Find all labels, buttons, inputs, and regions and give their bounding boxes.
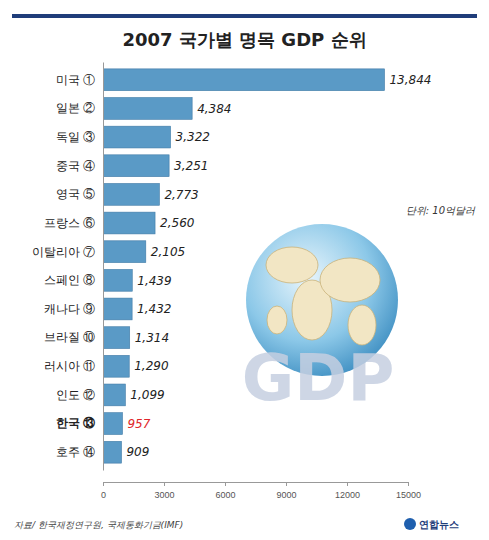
bars	[103, 69, 384, 463]
chart: 2007 국가별 명목 GDP 순위 GDP 단위: 10억달러 미국 ① 일본 ② 독일…	[0, 0, 489, 540]
data-label: 909	[126, 445, 149, 459]
bar	[103, 413, 122, 435]
credit: 연합뉴스	[419, 519, 459, 530]
category-label: 스페인 ⑧	[44, 273, 95, 287]
value-tick-mark	[286, 482, 287, 486]
title: 2007 국가별 명목 GDP 순위	[122, 29, 366, 50]
globe-land	[267, 306, 287, 334]
category-tick: 프랑스 ⑥	[44, 216, 103, 230]
data-label: 2,560	[160, 216, 195, 230]
category-tick: 독일 ③	[56, 130, 103, 144]
bar	[103, 69, 384, 91]
bar	[103, 298, 132, 320]
category-axis: 미국 ① 일본 ② 독일 ③ 중국 ④ 영국 ⑤ 프랑스 ⑥ 이탈리아 ⑦ 스페인 ⑧ 캐나다 …	[32, 63, 104, 471]
data-label: 2,773	[164, 188, 198, 202]
category-label: 일본 ②	[56, 101, 95, 115]
value-tick-mark	[164, 482, 165, 486]
value-tick: 15000	[396, 482, 421, 500]
category-label: 프랑스 ⑥	[44, 216, 95, 230]
value-tick: 12000	[335, 482, 360, 500]
value-tick-mark	[103, 482, 104, 486]
data-label: 1,432	[137, 302, 171, 316]
value-tick: 9000	[276, 482, 296, 500]
category-label: 한국 ⑬	[56, 416, 95, 430]
value-tick-mark	[347, 482, 348, 486]
bar	[103, 155, 169, 177]
category-tick: 중국 ④	[56, 159, 103, 173]
value-tick-mark	[225, 482, 226, 486]
data-label: 4,384	[197, 102, 231, 116]
bar	[103, 241, 146, 263]
data-label: 1,290	[134, 359, 169, 373]
bar	[103, 98, 192, 120]
category-label: 호주 ⑭	[56, 445, 95, 459]
value-tick-label: 12000	[335, 490, 360, 500]
bar	[103, 183, 159, 205]
bar	[103, 212, 155, 234]
top-rule	[12, 14, 477, 18]
category-label: 미국 ①	[56, 73, 95, 87]
source: 자료/ 한국재정연구원, 국제통화기금(IMF)	[14, 520, 183, 530]
bar	[103, 384, 125, 406]
data-label: 1,314	[135, 331, 169, 345]
bar	[103, 441, 121, 463]
bar	[103, 126, 171, 148]
category-tick: 호주 ⑭	[56, 445, 103, 459]
category-tick: 인도 ⑫	[56, 388, 103, 402]
bar	[103, 355, 129, 377]
watermark: GDP	[242, 341, 395, 415]
value-tick-label: 3000	[154, 490, 174, 500]
value-tick-label: 15000	[396, 490, 421, 500]
category-tick: 영국 ⑤	[56, 187, 103, 201]
unit-note: 단위: 10억달러	[406, 205, 476, 216]
value-tick-label: 9000	[276, 490, 296, 500]
category-tick: 캐나다 ⑨	[44, 302, 103, 316]
category-label: 영국 ⑤	[56, 187, 95, 201]
data-label: 2,105	[151, 245, 185, 259]
category-label: 캐나다 ⑨	[44, 302, 95, 316]
category-tick: 러시아 ⑪	[44, 359, 103, 373]
value-tick-label: 0	[101, 490, 106, 500]
category-axis-line	[103, 63, 104, 471]
bar	[103, 269, 132, 291]
value-tick: 0	[101, 482, 106, 500]
category-label: 이탈리아 ⑦	[32, 245, 95, 259]
category-tick: 미국 ①	[56, 73, 103, 87]
credit-logo	[404, 518, 416, 530]
data-label: 3,251	[174, 159, 208, 173]
category-label: 인도 ⑫	[56, 388, 95, 402]
category-tick: 이탈리아 ⑦	[32, 245, 103, 259]
data-label: 1,099	[130, 388, 164, 402]
globe-land	[320, 258, 380, 302]
category-tick: 스페인 ⑧	[44, 273, 103, 287]
value-axis: 0 3000 6000 9000 12000 15000	[101, 482, 421, 500]
data-label: 957	[127, 417, 150, 431]
value-tick-label: 6000	[215, 490, 235, 500]
category-label: 독일 ③	[56, 130, 95, 144]
value-tick-mark	[408, 482, 409, 486]
bar	[103, 327, 130, 349]
value-axis-line	[104, 483, 409, 487]
category-label: 중국 ④	[56, 159, 95, 173]
globe-land	[266, 247, 318, 283]
value-tick: 6000	[215, 482, 235, 500]
category-label: 러시아 ⑪	[44, 359, 95, 373]
data-labels: 13,844 4,384 3,322 3,251 2,773 2,560 2,105 1,43…	[126, 73, 431, 459]
category-label: 브라질 ⑩	[44, 330, 95, 344]
globe-land	[348, 305, 376, 345]
data-label: 3,322	[176, 130, 210, 144]
category-tick: 브라질 ⑩	[44, 330, 103, 344]
value-tick: 3000	[154, 482, 174, 500]
category-tick: 한국 ⑬	[56, 416, 103, 430]
data-label: 1,439	[137, 274, 171, 288]
category-tick: 일본 ②	[56, 101, 103, 115]
data-label: 13,844	[389, 73, 431, 87]
